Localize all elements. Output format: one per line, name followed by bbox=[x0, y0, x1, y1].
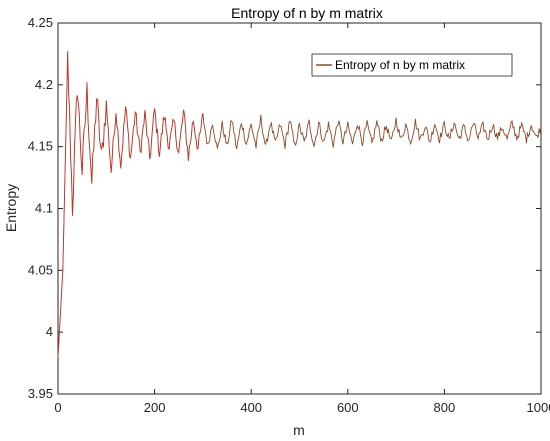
x-tick-label: 1000 bbox=[527, 400, 550, 415]
legend: Entropy of n by m matrix bbox=[311, 53, 513, 77]
y-tick-label: 4.15 bbox=[28, 139, 53, 154]
y-axis-title: Entropy bbox=[3, 184, 19, 232]
y-tick-label: 3.95 bbox=[28, 386, 53, 401]
plot-area bbox=[57, 22, 542, 395]
x-tick-label: 200 bbox=[144, 400, 166, 415]
y-tick-label: 4.25 bbox=[28, 15, 53, 30]
y-tick-label: 4.2 bbox=[35, 77, 53, 92]
legend-box bbox=[311, 53, 513, 77]
chart-title: Entropy of n by m matrix bbox=[231, 5, 383, 21]
x-tick-label: 0 bbox=[54, 400, 61, 415]
y-tick-label: 4 bbox=[46, 324, 53, 339]
x-tick-label: 400 bbox=[240, 400, 262, 415]
x-tick-label: 800 bbox=[434, 400, 456, 415]
x-axis-title: m bbox=[293, 422, 305, 438]
y-tick-label: 4.05 bbox=[28, 262, 53, 277]
x-tick-label: 600 bbox=[337, 400, 359, 415]
series-line bbox=[57, 51, 542, 357]
axis-ticks: 0 200 400 600 800 1000 3.95 4 4.05 4.1 4.15 4.2 4.25 bbox=[28, 15, 550, 415]
y-tick-label: 4.1 bbox=[35, 201, 53, 216]
series-line-early-segment bbox=[57, 51, 204, 357]
legend-label: Entropy of n by m matrix bbox=[335, 58, 465, 72]
